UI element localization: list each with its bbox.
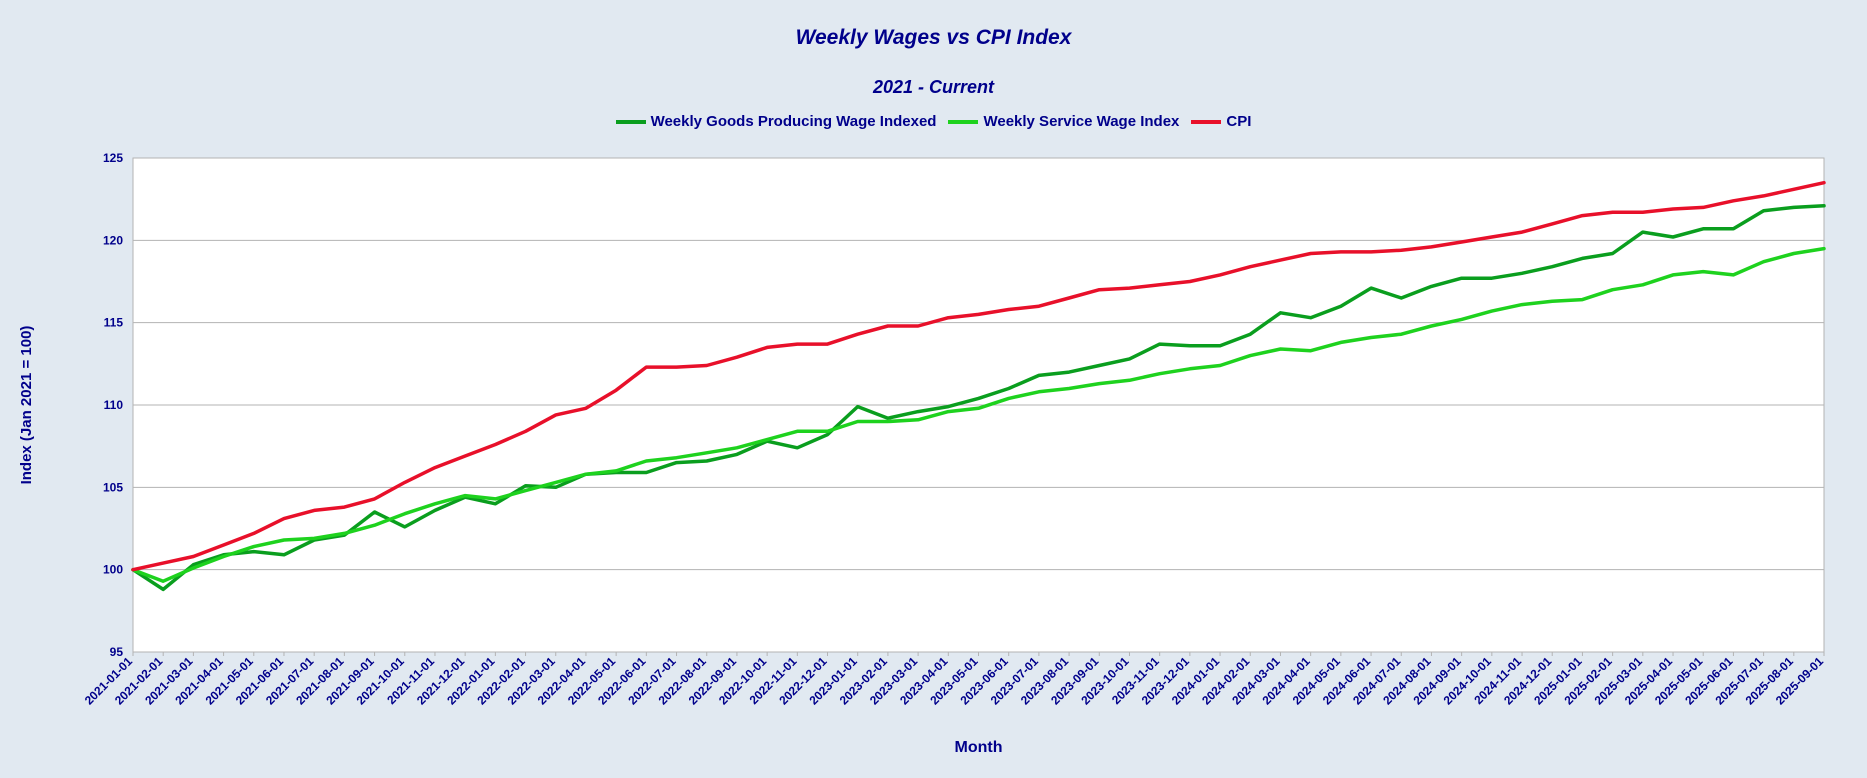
legend: Weekly Goods Producing Wage Indexed Week… xyxy=(0,113,1867,130)
legend-swatch-goods-wage xyxy=(615,119,646,124)
legend-label-service-wage: Weekly Service Wage Index xyxy=(983,113,1180,130)
legend-swatch-cpi xyxy=(1191,119,1222,124)
legend-item-cpi: CPI xyxy=(1191,113,1251,130)
series-line-2 xyxy=(131,180,1826,572)
y-axis-label: Index (Jan 2021 = 100) xyxy=(18,326,35,485)
legend-item-goods-wage: Weekly Goods Producing Wage Indexed xyxy=(615,113,937,130)
y-tick-label: 95 xyxy=(110,645,124,659)
y-tick-label: 105 xyxy=(103,480,123,494)
chart-title: Weekly Wages vs CPI Index xyxy=(795,26,1072,49)
series-line-1 xyxy=(131,246,1826,583)
legend-label-cpi: CPI xyxy=(1226,113,1252,130)
y-tick-label: 120 xyxy=(103,233,123,247)
x-axis-label: Month xyxy=(955,739,1003,756)
y-tick-label: 115 xyxy=(104,316,124,330)
y-tick-label: 110 xyxy=(104,398,124,412)
legend-item-service-wage: Weekly Service Wage Index xyxy=(948,113,1179,130)
series-line-0 xyxy=(131,204,1826,592)
legend-label-goods-wage: Weekly Goods Producing Wage Indexed xyxy=(650,113,937,130)
legend-swatch-service-wage xyxy=(948,119,979,124)
y-tick-label: 125 xyxy=(103,151,123,165)
y-tick-label: 100 xyxy=(103,563,123,577)
chart-subtitle: 2021 - Current xyxy=(872,77,995,97)
